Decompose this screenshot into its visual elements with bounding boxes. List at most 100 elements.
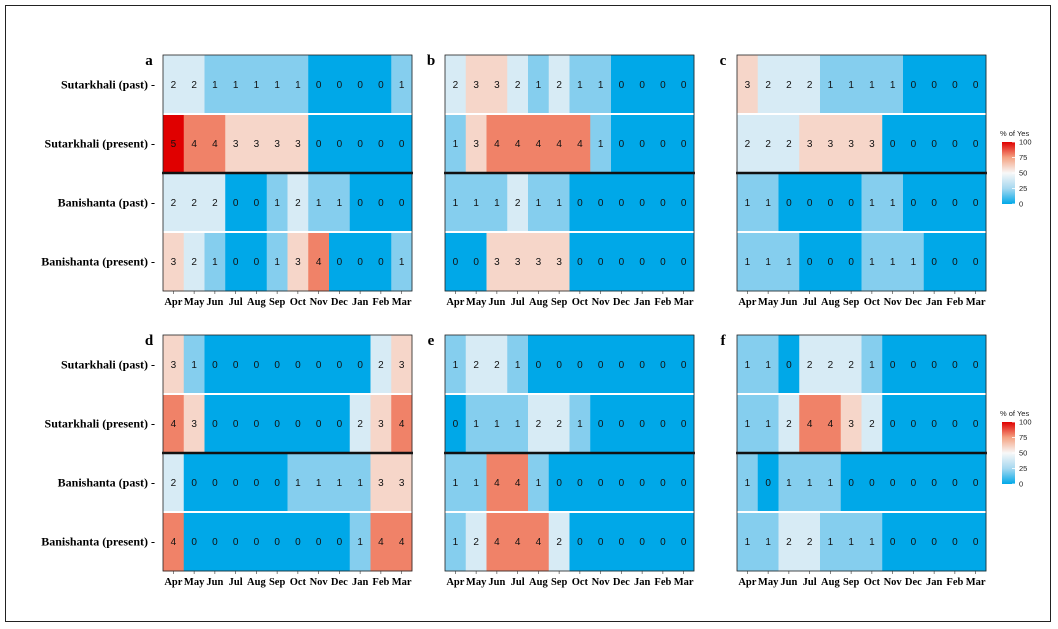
heatmap-cell: [548, 335, 570, 395]
x-tick-label: Apr: [738, 297, 756, 308]
cell-value: 4: [515, 478, 521, 489]
cell-value: 0: [973, 198, 979, 209]
heatmap-cell: [548, 114, 570, 174]
cell-value: 1: [911, 257, 917, 268]
cell-value: 4: [536, 537, 542, 548]
cell-value: 0: [660, 198, 666, 209]
cell-value: 0: [681, 360, 687, 371]
cell-value: 0: [254, 537, 260, 548]
heatmap-cell: [820, 114, 842, 174]
cell-value: 0: [681, 198, 687, 209]
heatmap-cell: [903, 173, 925, 233]
x-tick-label: Jan: [634, 577, 651, 588]
panel-label: b: [427, 53, 435, 69]
cell-value: 0: [869, 478, 875, 489]
cell-value: 0: [619, 198, 625, 209]
heatmap-cell: [965, 173, 987, 233]
cell-value: 2: [556, 80, 562, 91]
cell-value: 1: [274, 257, 280, 268]
cell-value: 0: [639, 419, 645, 430]
cell-value: 2: [378, 360, 384, 371]
cell-value: 3: [848, 419, 854, 430]
heatmap-cell: [673, 453, 695, 513]
heatmap-cell: [840, 453, 862, 513]
heatmap-cell: [569, 335, 591, 395]
heatmap-cell: [465, 512, 487, 572]
legend-tick-label: 100: [1019, 418, 1032, 427]
legend-colorbar: [1002, 422, 1015, 484]
panel-label: e: [428, 333, 435, 349]
cell-value: 0: [233, 360, 239, 371]
cell-value: 0: [536, 360, 542, 371]
cell-value: 4: [399, 537, 405, 548]
heatmap-cell: [611, 394, 633, 454]
heatmap-cell: [944, 55, 966, 115]
legend-tick-label: 0: [1019, 200, 1023, 209]
cell-value: 3: [378, 419, 384, 430]
x-tick-label: Aug: [529, 577, 548, 588]
heatmap-cell: [799, 173, 821, 233]
x-tick-label: Mar: [674, 577, 694, 588]
cell-value: 3: [536, 257, 542, 268]
x-tick-label: Aug: [529, 297, 548, 308]
heatmap-cell: [548, 453, 570, 513]
cell-value: 0: [660, 139, 666, 150]
heatmap-cell: [370, 232, 392, 292]
heatmap-cell: [507, 232, 529, 292]
cell-value: 0: [681, 478, 687, 489]
cell-value: 2: [494, 360, 500, 371]
heatmap-cell: [923, 335, 945, 395]
heatmap-cell: [757, 232, 779, 292]
heatmap-cell: [944, 335, 966, 395]
heatmap-cell: [590, 453, 612, 513]
cell-value: 1: [577, 419, 583, 430]
heatmap-cell: [757, 394, 779, 454]
cell-value: 1: [515, 419, 521, 430]
cell-value: 0: [681, 537, 687, 548]
x-tick-label: Oct: [290, 577, 307, 588]
heatmap-cell: [204, 173, 226, 233]
cell-value: 0: [890, 478, 896, 489]
cell-value: 0: [577, 537, 583, 548]
cell-value: 0: [890, 139, 896, 150]
legend-tick-label: 0: [1019, 480, 1023, 489]
heatmap-cell: [737, 173, 759, 233]
cell-value: 0: [619, 419, 625, 430]
cell-value: 1: [556, 198, 562, 209]
cell-value: 3: [191, 419, 197, 430]
heatmap-cell: [507, 173, 529, 233]
heatmap-cell: [569, 173, 591, 233]
cell-value: 0: [952, 257, 958, 268]
x-tick-label: Nov: [310, 297, 329, 308]
x-tick-label: Nov: [592, 577, 611, 588]
cell-value: 0: [274, 360, 280, 371]
heatmap-cell: [225, 232, 247, 292]
cell-value: 1: [295, 478, 301, 489]
x-tick-label: Feb: [946, 577, 963, 588]
heatmap-cell: [308, 114, 330, 174]
heatmap-cell: [507, 55, 529, 115]
cell-value: 1: [191, 360, 197, 371]
cell-value: 0: [639, 360, 645, 371]
heatmap-cell: [631, 335, 653, 395]
heatmap-cell: [840, 114, 862, 174]
heatmap-cell: [391, 173, 413, 233]
cell-value: 2: [765, 139, 771, 150]
heatmap-cell: [266, 335, 288, 395]
cell-value: 1: [745, 419, 751, 430]
heatmap-cell: [882, 232, 904, 292]
heatmap-cell: [391, 55, 413, 115]
cell-value: 0: [807, 257, 813, 268]
heatmap-cell: [287, 335, 309, 395]
heatmap-cell: [486, 173, 508, 233]
row-label: Sutarkhali (present) -: [45, 137, 155, 151]
cell-value: 2: [848, 360, 854, 371]
cell-value: 0: [660, 257, 666, 268]
heatmap-cell: [673, 55, 695, 115]
legend-tick-label: 100: [1019, 138, 1032, 147]
cell-value: 0: [660, 478, 666, 489]
cell-value: 2: [536, 419, 542, 430]
cell-value: 1: [765, 257, 771, 268]
panel-label: d: [145, 333, 154, 349]
cell-value: 0: [952, 198, 958, 209]
